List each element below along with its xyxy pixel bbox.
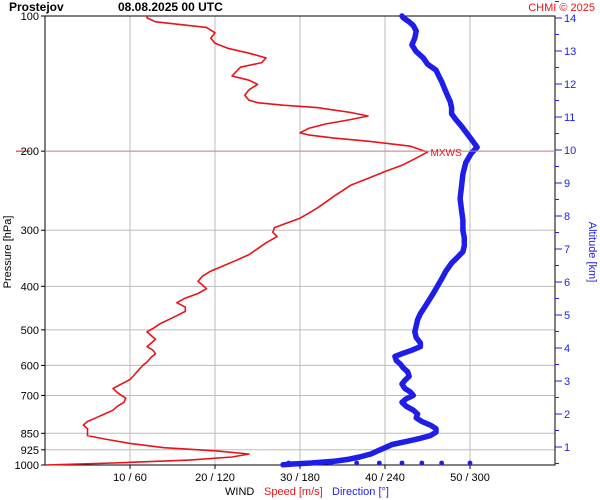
direction-point [286, 460, 292, 466]
altitude-tick-label: 5 [564, 310, 570, 322]
pressure-tick-label: 600 [21, 360, 39, 372]
gridlines [45, 16, 555, 465]
altitude-tick-label: 7 [564, 244, 570, 256]
station-title: Prostejov [9, 0, 64, 14]
direction-point [467, 460, 473, 466]
pressure-tick-label: 200 [21, 146, 39, 158]
x-tick-label: 40 / 240 [365, 472, 405, 484]
pressure-axis: 100 200 300 400 500 600 700 850 925 1000 [15, 11, 45, 472]
altitude-tick-label: 1 [564, 442, 570, 454]
direction-point [308, 460, 314, 466]
altitude-tick-label: 8 [564, 211, 570, 223]
datetime-title: 08.08.2025 00 UTC [118, 0, 223, 14]
marker-label: MXWS [431, 148, 462, 159]
x-axis-title-speed: Speed [m/s] [264, 486, 323, 498]
altitude-tick-label: 14 [564, 13, 576, 25]
x-tick-label: 20 / 120 [195, 472, 235, 484]
speed-line [44, 16, 429, 466]
altitude-tick-label: 10 [564, 145, 576, 157]
direction-point [328, 460, 334, 466]
altitude-tick-label: 11 [564, 112, 575, 124]
max-wind-marker: MXWS [16, 148, 555, 159]
pressure-tick-label: 1000 [15, 460, 39, 472]
pressure-tick-label: 925 [21, 445, 39, 457]
direction-point [399, 460, 405, 466]
direction-point [419, 460, 425, 466]
pressure-tick-label: 850 [21, 428, 39, 440]
x-tick-label: 50 / 300 [450, 472, 490, 484]
altitude-tick-label: 12 [564, 79, 576, 91]
altitude-tick-label: 13 [564, 46, 576, 58]
altitude-tick-label: 3 [564, 376, 570, 388]
direction-point [376, 460, 382, 466]
altitude-tick-label: 2 [564, 409, 570, 421]
credit-label: CHMI © 2025 [528, 2, 595, 14]
direction-point [439, 460, 445, 466]
direction-series [280, 13, 480, 468]
pressure-tick-label: 400 [21, 281, 39, 293]
pressure-tick-label: 700 [21, 390, 39, 402]
altitude-tick-label: 6 [564, 277, 570, 289]
pressure-tick-label: 100 [21, 11, 39, 23]
altitude-tick-label: 4 [564, 343, 570, 355]
x-axis-title-direction: Direction [°] [332, 486, 389, 498]
altitude-axis: 12345678910111213141516 [555, 1, 576, 464]
altitude-tick-label: 9 [564, 178, 570, 190]
x-tick-label: 30 / 180 [280, 472, 320, 484]
y-axis-title-left: Pressure [hPa] [2, 216, 14, 289]
x-axis: 10 / 60 20 / 120 30 / 180 40 / 240 50 / 300 [113, 465, 490, 484]
x-tick-label: 10 / 60 [113, 472, 147, 484]
x-axis-title-wind: WIND [225, 486, 254, 498]
pressure-tick-label: 500 [21, 325, 39, 337]
direction-line [280, 13, 480, 468]
pressure-tick-label: 300 [21, 225, 39, 237]
direction-point [354, 460, 360, 466]
speed-series [44, 16, 429, 466]
y-axis-title-right: Altitude [km] [586, 222, 598, 283]
